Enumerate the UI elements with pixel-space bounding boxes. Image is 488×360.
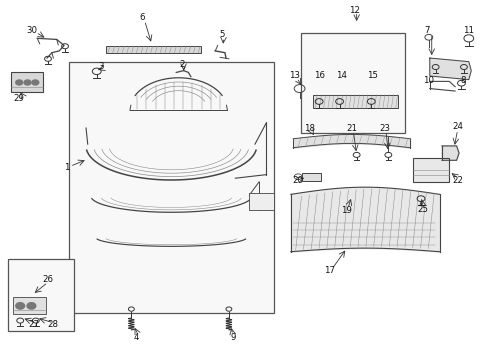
Text: 19: 19 <box>340 206 351 215</box>
Text: 9: 9 <box>230 333 235 342</box>
Text: 22: 22 <box>452 176 463 185</box>
Circle shape <box>16 80 22 85</box>
Circle shape <box>32 80 39 85</box>
Text: 20: 20 <box>292 176 303 185</box>
Text: 15: 15 <box>366 71 377 80</box>
Bar <box>11 72 43 92</box>
Bar <box>249 193 273 211</box>
Bar <box>312 95 397 108</box>
Text: 25: 25 <box>416 205 427 214</box>
Text: 29: 29 <box>14 94 24 103</box>
Circle shape <box>16 303 24 309</box>
Text: 6: 6 <box>139 13 144 22</box>
Text: 24: 24 <box>451 122 462 131</box>
Text: 12: 12 <box>348 5 360 14</box>
Bar <box>13 297 46 315</box>
Text: 13: 13 <box>288 71 299 80</box>
Polygon shape <box>429 58 470 80</box>
Text: 5: 5 <box>219 30 224 39</box>
Text: 26: 26 <box>42 275 53 284</box>
Text: 23: 23 <box>379 123 389 132</box>
Text: 10: 10 <box>423 76 433 85</box>
Text: 7: 7 <box>424 26 429 35</box>
Text: 28: 28 <box>48 320 59 329</box>
Text: 21: 21 <box>346 123 357 132</box>
Text: 14: 14 <box>335 71 346 80</box>
Text: 1: 1 <box>63 163 69 172</box>
Text: 8: 8 <box>459 76 465 85</box>
Text: 2: 2 <box>180 60 185 69</box>
Circle shape <box>24 80 31 85</box>
Text: 30: 30 <box>26 26 37 35</box>
Text: 27: 27 <box>28 320 39 329</box>
Bar <box>302 173 320 181</box>
Text: 11: 11 <box>462 26 473 35</box>
Circle shape <box>27 303 36 309</box>
Bar <box>69 62 273 313</box>
Polygon shape <box>441 146 458 160</box>
Bar <box>105 46 200 53</box>
Text: 17: 17 <box>323 266 334 275</box>
Bar <box>8 259 74 330</box>
Text: 4: 4 <box>133 333 139 342</box>
Text: 16: 16 <box>313 71 324 80</box>
Bar <box>412 158 448 182</box>
Text: 18: 18 <box>303 124 314 133</box>
Bar <box>300 33 405 134</box>
Text: 3: 3 <box>98 62 103 71</box>
